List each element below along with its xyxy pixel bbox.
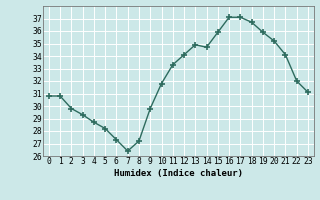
X-axis label: Humidex (Indice chaleur): Humidex (Indice chaleur) xyxy=(114,169,243,178)
